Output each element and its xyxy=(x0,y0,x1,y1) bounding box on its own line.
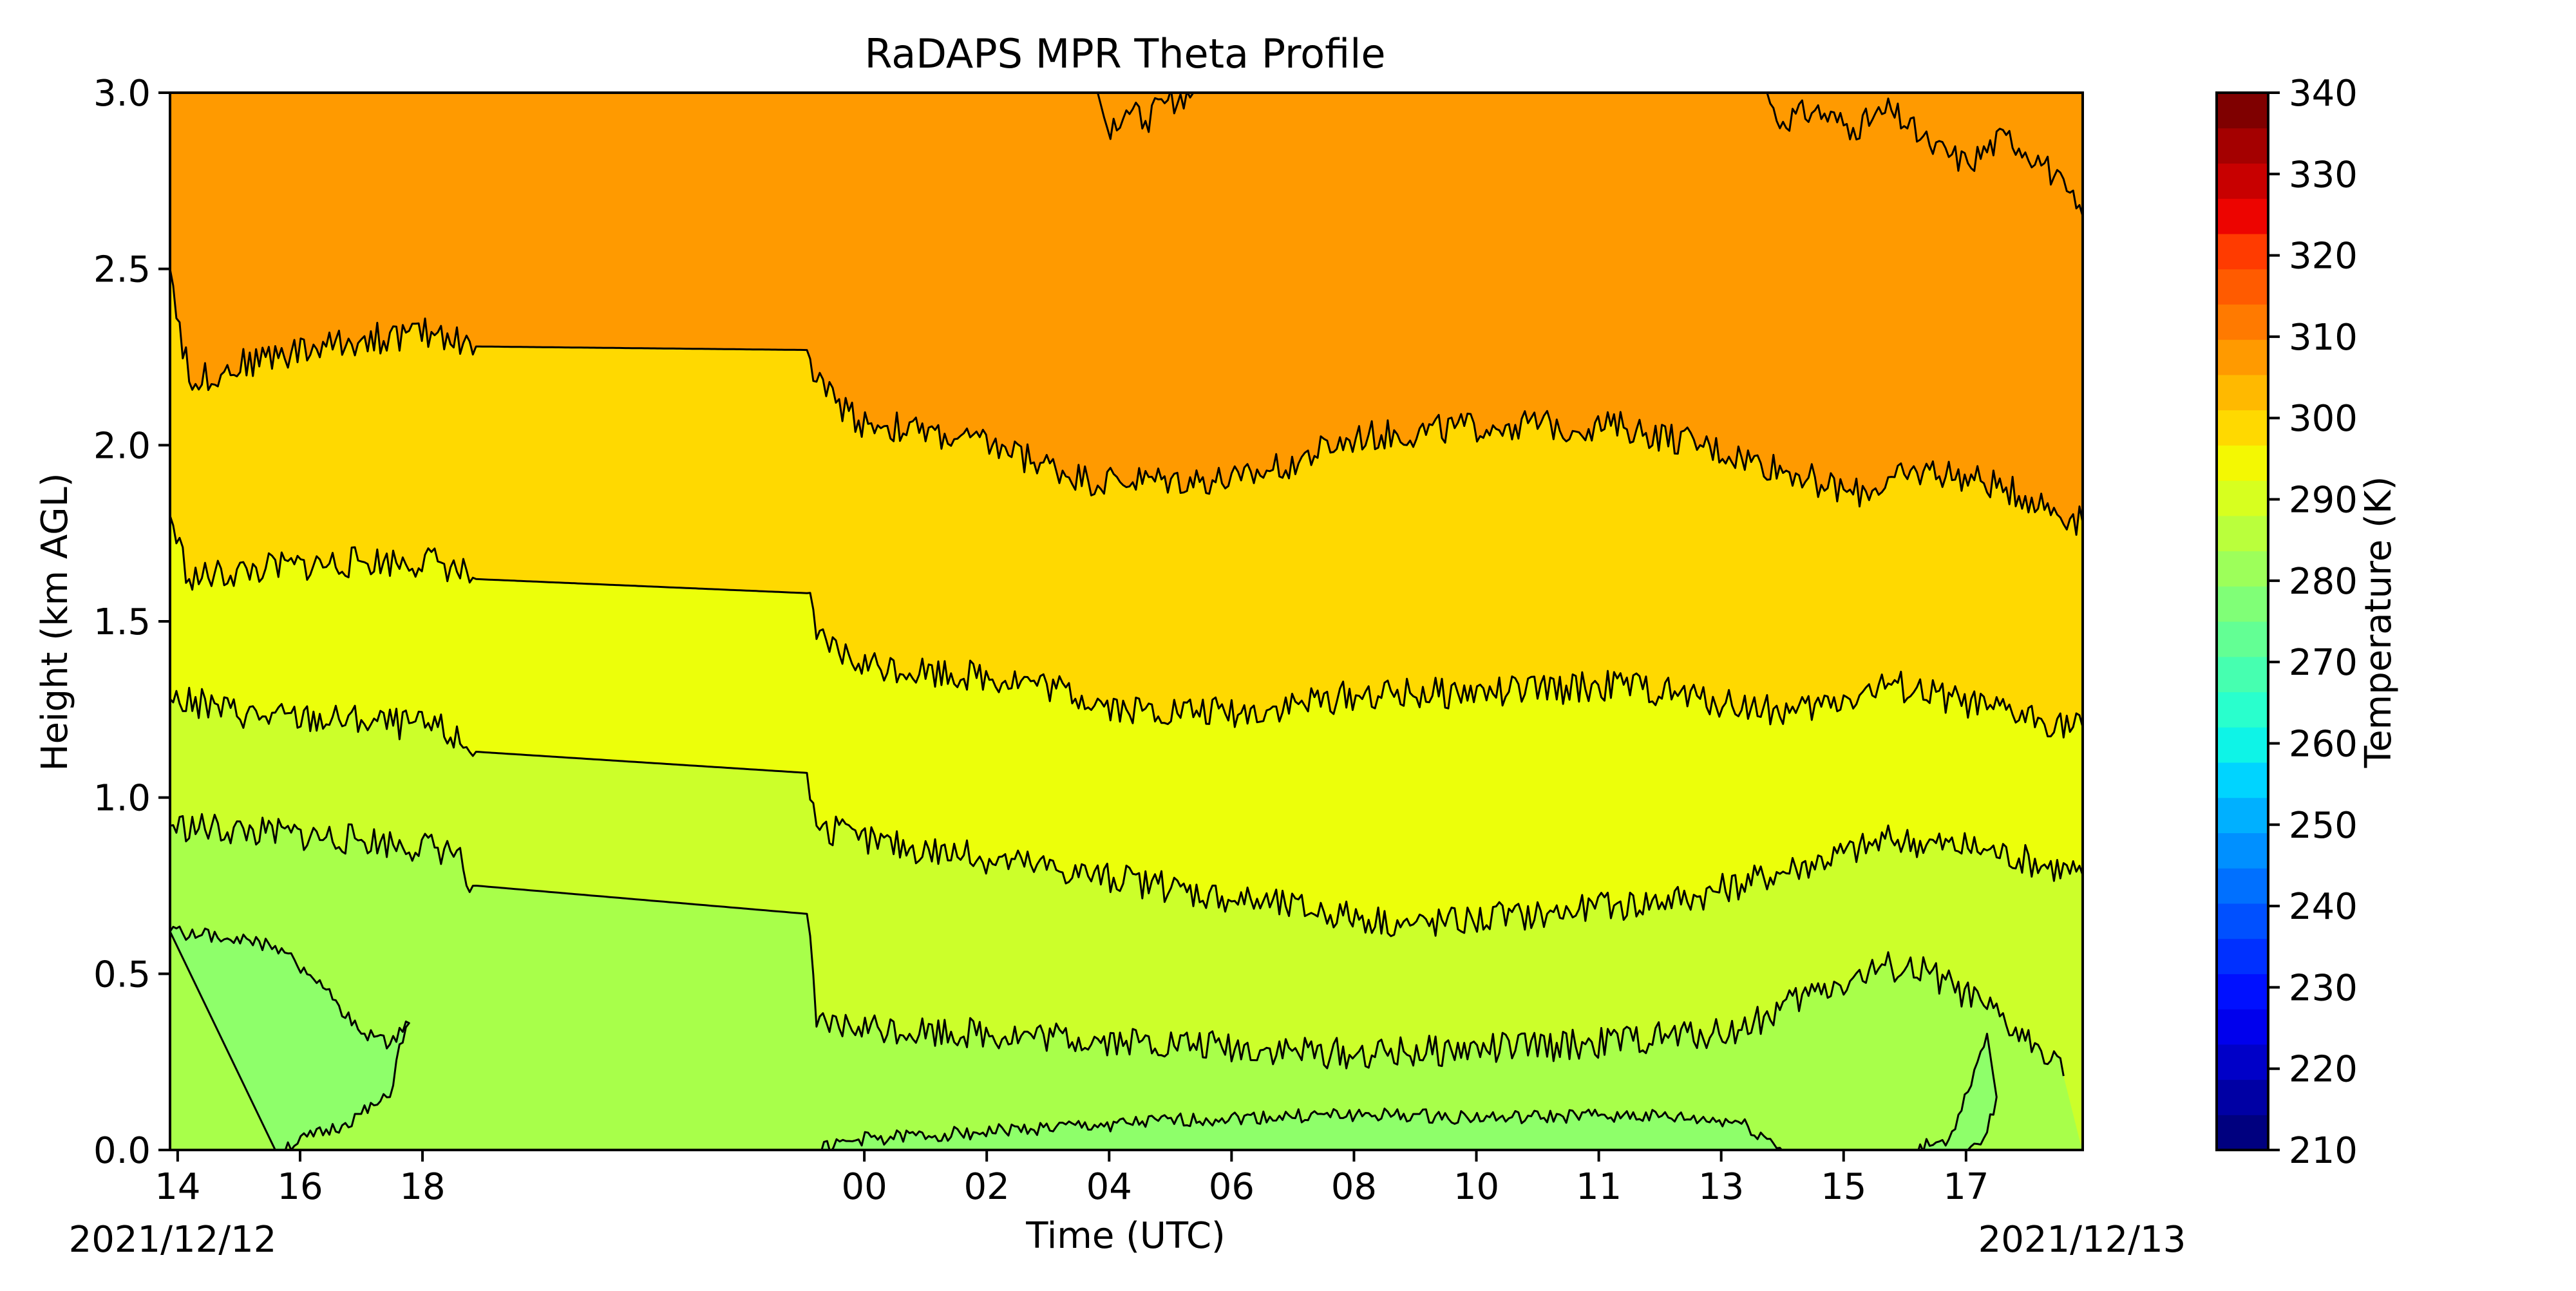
colorbar-tick-label: 300 xyxy=(2289,398,2358,440)
y-tick-label: 2.0 xyxy=(93,425,151,467)
date-label-end: 2021/12/13 xyxy=(1978,1219,2186,1261)
date-label-start: 2021/12/12 xyxy=(69,1219,277,1261)
colorbar-tick-label: 260 xyxy=(2289,723,2358,765)
band-c9 xyxy=(1910,1033,1997,1150)
chart-title: RaDAPS MPR Theta Profile xyxy=(865,30,1386,77)
colorbar-swatch xyxy=(2217,93,2268,129)
colorbar-swatch xyxy=(2217,304,2268,340)
x-tick-label: 08 xyxy=(1331,1166,1377,1208)
y-tick-label: 1.0 xyxy=(93,778,151,820)
colorbar-tick-label: 330 xyxy=(2289,154,2358,196)
colorbar-frame xyxy=(2215,91,2269,1151)
contour-c8 xyxy=(813,1107,1788,1150)
colorbar-tick-label: 220 xyxy=(2289,1049,2358,1091)
y-tick-label: 2.5 xyxy=(93,249,151,291)
colorbar-swatch xyxy=(2217,233,2268,270)
x-tick-label: 14 xyxy=(155,1166,200,1208)
band-285-290 xyxy=(170,814,2083,1150)
x-tick-label: 02 xyxy=(964,1166,1010,1208)
colorbar-swatch xyxy=(2217,868,2268,904)
colorbar-swatch xyxy=(2217,727,2268,763)
colorbar-swatch xyxy=(2217,515,2268,552)
contour-c1 xyxy=(170,813,2065,1077)
x-tick-label: 00 xyxy=(841,1166,887,1208)
colorbar-swatch xyxy=(2217,1009,2268,1045)
colorbar-swatch xyxy=(2217,1115,2268,1151)
colorbar-swatch xyxy=(2217,692,2268,728)
y-axis-label: Height (km AGL) xyxy=(34,473,76,771)
colorbar-tick-label: 320 xyxy=(2289,236,2358,278)
x-tick-label: 18 xyxy=(399,1166,445,1208)
contour-c5 xyxy=(1766,93,2083,217)
colorbar-tick-label: 280 xyxy=(2289,561,2358,603)
colorbar-swatch xyxy=(2217,163,2268,199)
colorbar-swatch xyxy=(2217,127,2268,164)
colorbar-swatch xyxy=(2217,410,2268,446)
band-c6 xyxy=(1097,93,1193,139)
colorbar-label: Temperature (K) xyxy=(2358,476,2400,769)
x-tick-label: 04 xyxy=(1086,1166,1132,1208)
x-tick-label: 10 xyxy=(1454,1166,1499,1208)
contour-c6 xyxy=(1097,93,1195,140)
colorbar-tick-label: 340 xyxy=(2289,73,2358,115)
colorbar-swatch xyxy=(2217,198,2268,234)
colorbar-swatch xyxy=(2217,339,2268,375)
y-tick-label: 0.5 xyxy=(93,954,151,995)
colorbar-tick-label: 270 xyxy=(2289,642,2358,684)
colorbar-swatch xyxy=(2217,621,2268,657)
colorbar-swatch xyxy=(2217,797,2268,833)
band-c7 xyxy=(170,927,410,1150)
colorbar-swatch xyxy=(2217,374,2268,411)
x-tick-label: 11 xyxy=(1576,1166,1622,1208)
x-tick-label: 15 xyxy=(1821,1166,1866,1208)
colorbar-swatch xyxy=(2217,974,2268,1010)
contour-c4 xyxy=(170,269,2083,536)
plot-area xyxy=(169,91,2084,1151)
isentropes xyxy=(170,93,2083,1150)
x-tick-label: 13 xyxy=(1698,1166,1744,1208)
contour-c3 xyxy=(170,515,2083,739)
x-tick-label: 06 xyxy=(1209,1166,1255,1208)
colorbar-swatch xyxy=(2217,586,2268,622)
contour-c9 xyxy=(1909,1032,1998,1150)
colorbar-swatch xyxy=(2217,833,2268,869)
colorbar-swatch xyxy=(2217,480,2268,516)
colorbar-swatch xyxy=(2217,1044,2268,1080)
contour-c7 xyxy=(170,925,410,1150)
colorbar-tick-label: 310 xyxy=(2289,317,2358,359)
colorbar-swatch xyxy=(2217,762,2268,798)
colorbar-swatch xyxy=(2217,938,2268,974)
y-tick-label: 0.0 xyxy=(93,1130,151,1172)
colorbar-tick-label: 210 xyxy=(2289,1130,2358,1172)
colorbar-swatch xyxy=(2217,903,2268,939)
colorbar-tick-label: 250 xyxy=(2289,805,2358,847)
colorbar: 210 220 230 240 250 260 270 280 290 300 310 320 330 3… xyxy=(2215,73,2358,1172)
x-tick-label: 17 xyxy=(1943,1166,1989,1208)
x-tick-label: 16 xyxy=(277,1166,323,1208)
temperature-bands xyxy=(170,93,2083,1150)
colorbar-swatch xyxy=(2217,656,2268,693)
colorbar-swatch xyxy=(2217,269,2268,305)
contour-c2 xyxy=(170,686,2083,938)
colorbar-tick-label: 230 xyxy=(2289,967,2358,1009)
colorbar-tick-label: 240 xyxy=(2289,886,2358,928)
colorbar-swatch xyxy=(2217,1079,2268,1115)
x-axis: 14 16 18 00 02 04 06 08 10 11 13 15 17 xyxy=(155,1150,1989,1208)
x-axis-label: Time (UTC) xyxy=(1025,1215,1226,1257)
y-tick-label: 1.5 xyxy=(93,601,151,643)
colorbar-tick-label: 290 xyxy=(2289,480,2358,522)
colorbar-swatch xyxy=(2217,551,2268,587)
y-axis: 0.0 0.5 1.0 1.5 2.0 2.5 3.0 xyxy=(93,73,170,1172)
colorbar-swatch xyxy=(2217,445,2268,481)
y-tick-label: 3.0 xyxy=(93,73,151,115)
